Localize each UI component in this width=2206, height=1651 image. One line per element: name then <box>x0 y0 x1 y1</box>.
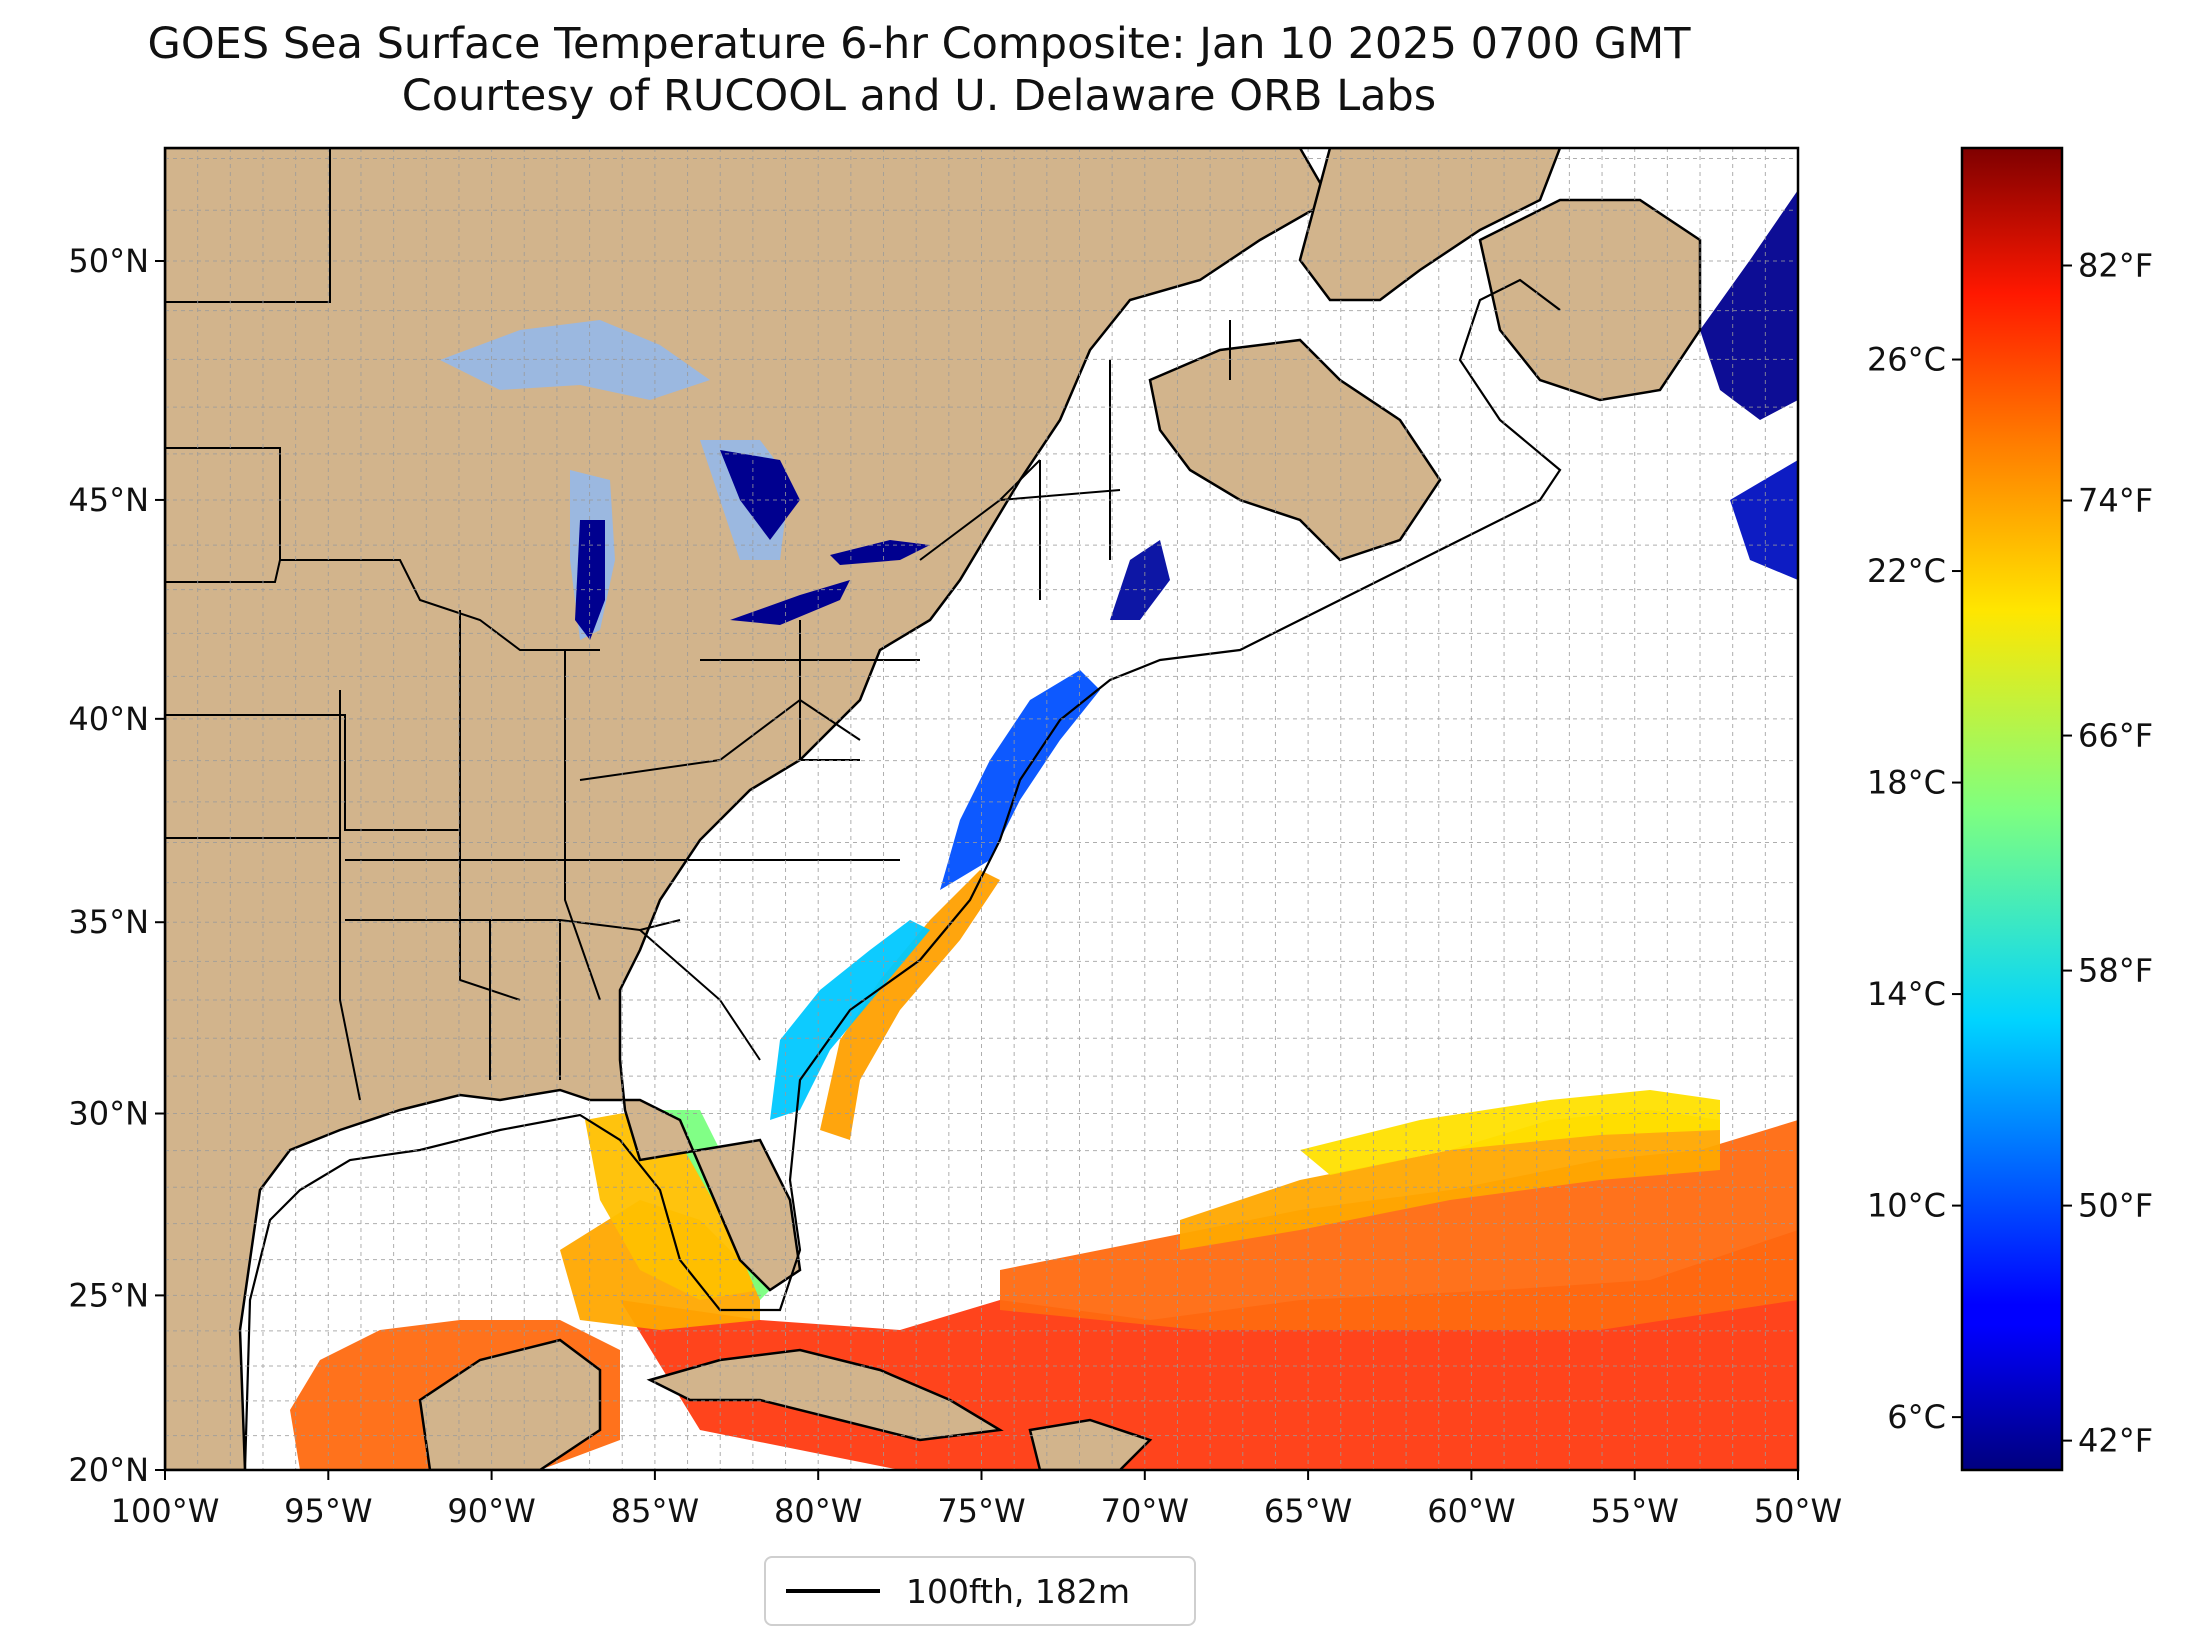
land-quebec-labrador <box>1298 148 1562 302</box>
lon-tick-label: 70°W <box>1101 1492 1189 1530</box>
legend: 100fth, 182m <box>764 1556 1196 1626</box>
lat-tick-label: 30°N <box>68 1095 149 1133</box>
lake-ontario <box>830 540 930 565</box>
sst-atlantic-yellow <box>1300 1090 1720 1175</box>
fahrenheit-tick-label: 66°F <box>2078 717 2153 755</box>
title-block: GOES Sea Surface Temperature 6-hr Compos… <box>0 18 1838 122</box>
legend-line-swatch <box>786 1589 880 1593</box>
lon-tick-label: 50°W <box>1754 1492 1842 1530</box>
lat-tick-label: 20°N <box>68 1451 149 1489</box>
latitude-axis: 20°N 25°N 30°N 35°N 40°N 45°N 50°N <box>68 242 165 1489</box>
celsius-tick-label: 18°C <box>1867 764 1946 802</box>
lon-tick-label: 100°W <box>111 1492 220 1530</box>
celsius-tick-label: 10°C <box>1867 1187 1946 1225</box>
lat-tick-label: 40°N <box>68 700 149 738</box>
lon-tick-label: 95°W <box>284 1492 372 1530</box>
lon-tick-label: 60°W <box>1427 1492 1515 1530</box>
sst-nova-scotia-patch <box>1730 460 1798 580</box>
sst-atlantic-orange <box>1180 1110 1720 1250</box>
lon-tick-label: 90°W <box>447 1492 535 1530</box>
land-north-america <box>165 148 1332 1470</box>
fahrenheit-tick-label: 74°F <box>2078 482 2153 520</box>
gridlines <box>165 148 1798 1470</box>
sst-ne-coast <box>1110 540 1170 620</box>
sst-loop-current <box>585 1110 760 1300</box>
lon-tick-label: 80°W <box>774 1492 862 1530</box>
lon-tick-label: 75°W <box>937 1492 1025 1530</box>
colorbar-fahrenheit-axis: 42°F 50°F 58°F 66°F 74°F 82°F <box>2062 247 2153 1460</box>
lat-tick-label: 45°N <box>68 481 149 519</box>
celsius-tick-label: 14°C <box>1867 975 1946 1013</box>
fahrenheit-tick-label: 58°F <box>2078 952 2153 990</box>
isobath-100fth <box>243 278 1562 1470</box>
land-cuba <box>646 1348 1004 1442</box>
lon-tick-label: 65°W <box>1264 1492 1352 1530</box>
fahrenheit-tick-label: 82°F <box>2078 247 2153 285</box>
map-title: GOES Sea Surface Temperature 6-hr Compos… <box>147 19 1691 69</box>
lat-tick-label: 25°N <box>68 1276 149 1314</box>
sst-gulf-stream <box>820 870 1000 1140</box>
celsius-tick-label: 22°C <box>1867 552 1946 590</box>
fahrenheit-tick-label: 50°F <box>2078 1187 2153 1225</box>
land-new-brunswick-ns <box>1148 338 1442 562</box>
fahrenheit-tick-label: 42°F <box>2078 1422 2153 1460</box>
map-subtitle: Courtesy of RUCOOL and U. Delaware ORB L… <box>401 71 1437 121</box>
lon-tick-label: 85°W <box>611 1492 699 1530</box>
land-hispaniola <box>1028 1418 1153 1470</box>
colorbar-celsius-axis: 6°C 10°C 14°C 18°C 22°C 26°C <box>1867 341 1962 1436</box>
lake-superior <box>440 320 710 400</box>
celsius-tick-label: 26°C <box>1867 341 1946 379</box>
colorbar <box>1960 146 2064 1472</box>
sst-newfoundland <box>1700 190 1798 420</box>
lat-tick-label: 35°N <box>68 903 149 941</box>
longitude-axis: 100°W 95°W 90°W 85°W 80°W 75°W 70°W 65°W 60°W 55°… <box>111 1470 1842 1530</box>
lake-huron-sst <box>720 450 800 540</box>
lake-erie <box>730 580 850 625</box>
land-yucatan <box>418 1338 602 1470</box>
lon-tick-label: 55°W <box>1591 1492 1679 1530</box>
legend-label: 100fth, 182m <box>906 1571 1130 1611</box>
celsius-tick-label: 6°C <box>1887 1398 1946 1436</box>
land-newfoundland <box>1478 198 1702 402</box>
lat-tick-label: 50°N <box>68 242 149 280</box>
state-borders <box>165 148 1231 1101</box>
sst-se-shelf <box>770 920 930 1120</box>
